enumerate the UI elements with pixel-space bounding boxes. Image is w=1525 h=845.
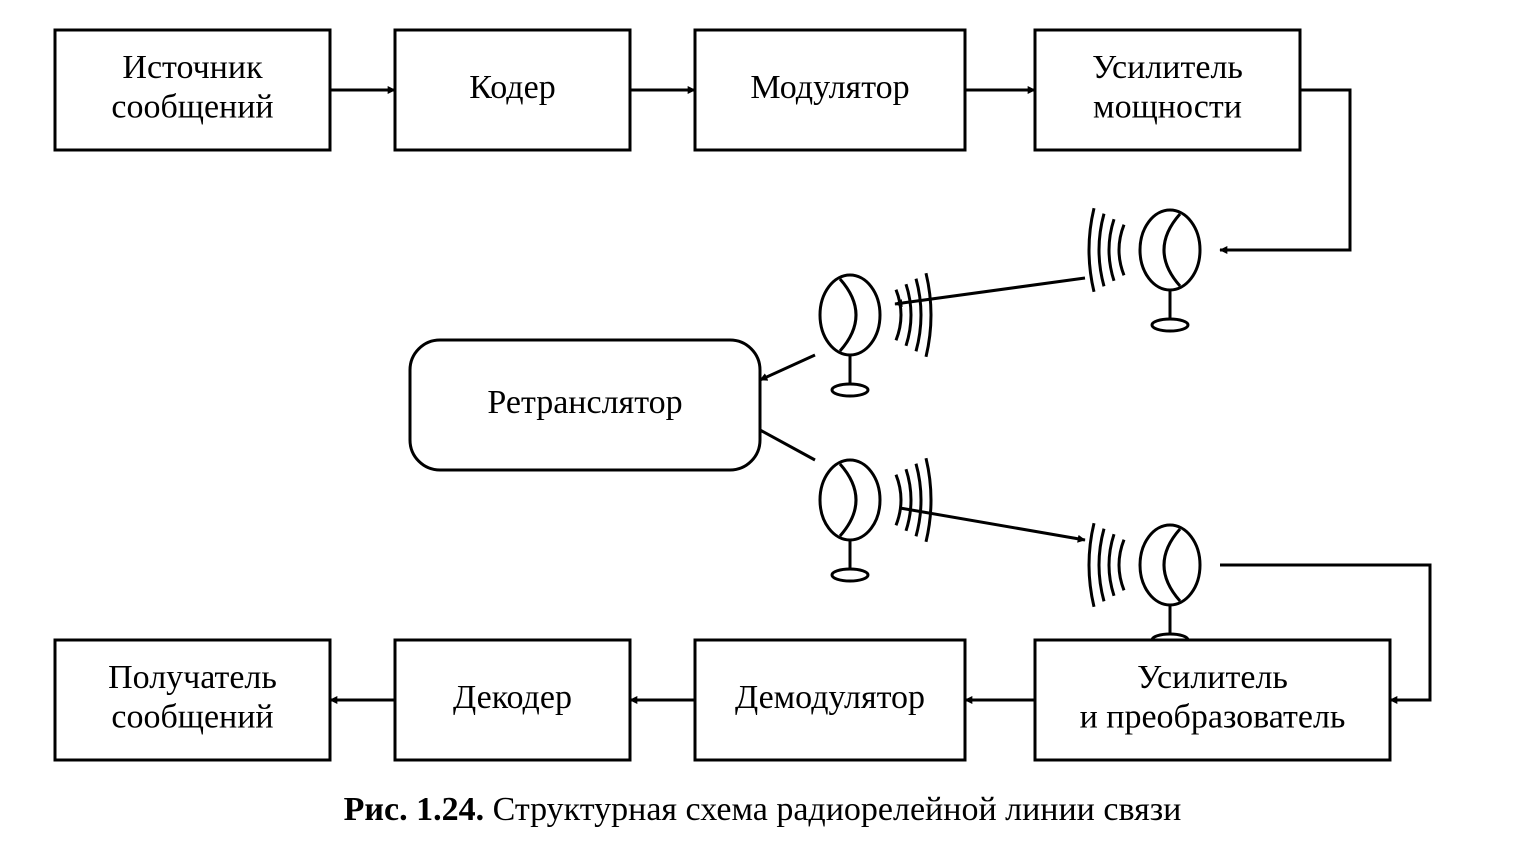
node-relay: Ретранслятор [410,340,760,470]
antenna-ant-tx1 [1089,208,1200,331]
node-amp-label-line-1: мощности [1093,88,1242,125]
node-ampconv: Усилительи преобразователь [1035,640,1390,760]
node-coder-label-line-0: Кодер [469,69,555,106]
node-demod-label-line-0: Демодулятор [735,679,925,716]
node-source: Источниксообщений [55,30,330,150]
node-decoder: Декодер [395,640,630,760]
node-source-label-line-1: сообщений [111,88,273,125]
diagram-svg: ИсточниксообщенийКодерМодуляторУсилитель… [0,0,1525,845]
edge-ant-rx1-to-relay [760,355,815,380]
edge-relay-to-ant-tx2 [760,430,815,460]
node-coder: Кодер [395,30,630,150]
edge-ant-tx1-to-ant-rx1 [895,278,1085,304]
antenna-ant-rx1 [820,273,931,396]
node-ampconv-label-line-0: Усилитель [1137,659,1288,696]
node-ampconv-label-line-1: и преобразователь [1080,698,1346,735]
antenna-ant-rx2 [1089,523,1200,646]
node-mod-label-line-0: Модулятор [750,69,909,106]
node-recv-label-line-0: Получатель [108,659,277,696]
node-amp: Усилительмощности [1035,30,1300,150]
node-relay-label-line-0: Ретранслятор [487,384,682,421]
figure-caption: Рис. 1.24. Структурная схема радиорелейн… [344,791,1182,828]
node-mod: Модулятор [695,30,965,150]
node-recv: Получательсообщений [55,640,330,760]
node-source-label-line-0: Источник [122,49,263,86]
node-recv-label-line-1: сообщений [111,698,273,735]
node-decoder-label-line-0: Декодер [453,679,572,716]
antenna-ant-tx2 [820,458,931,581]
node-amp-label-line-0: Усилитель [1092,49,1243,86]
node-demod: Демодулятор [695,640,965,760]
